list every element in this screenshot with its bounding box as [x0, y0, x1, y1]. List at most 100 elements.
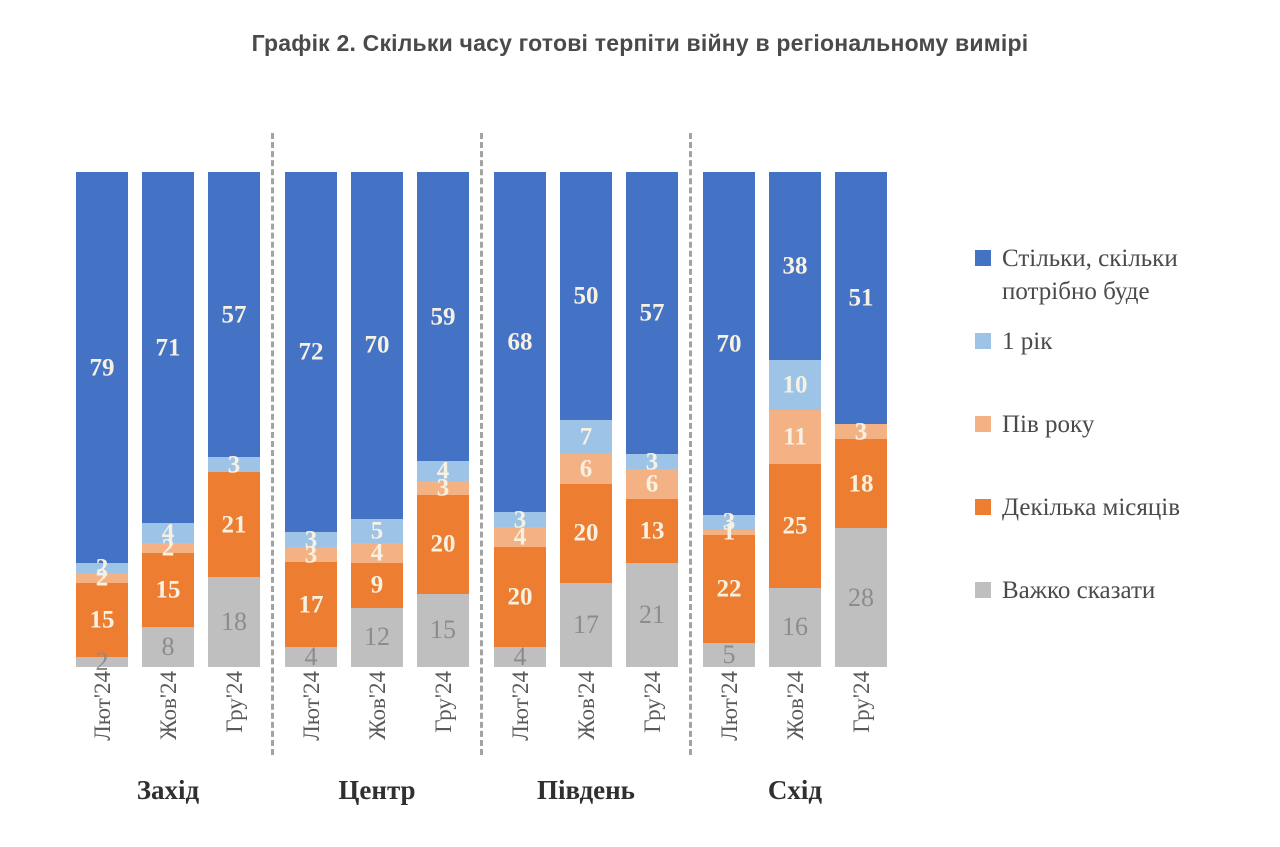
segment-value-label: 7 [579, 423, 593, 451]
bar-segment-one_year: 3 [208, 452, 260, 477]
group-separator-dashed-line [678, 133, 703, 755]
ticks-row: Лют'24 Жов'24 Гру'24 [76, 671, 260, 767]
stacked-bar-Південь-Жов'24: 17 20 6 7 50 [560, 172, 612, 667]
bars-row: 4 17 3 3 72 12 9 4 5 70 15 20 3 4 59 [285, 172, 469, 671]
bar-segment-one_year: 3 [703, 510, 755, 535]
group-separator-dashed-line [260, 133, 285, 755]
legend-item-half_year: Пів року [975, 409, 1235, 492]
x-tick-Гру'24: Гру'24 [626, 671, 678, 767]
bar-group-Південь: 4 20 4 3 68 17 20 6 7 50 21 13 6 3 57 Лют'24 Жов'24 Гру'2… [494, 172, 678, 806]
segment-value-label: 4 [370, 539, 384, 567]
stacked-bar-Захід-Гру'24: 18 21 3 57 [208, 172, 260, 667]
x-tick-label: Жов'24 [782, 671, 808, 740]
stacked-bar-Схід-Лют'24: 5 22 1 3 70 [703, 172, 755, 667]
segment-value-label: 57 [221, 301, 247, 328]
bar-segment-half_year: 3 [285, 542, 337, 567]
segment-value-label: 51 [848, 284, 874, 312]
bar-segment-half_year: 4 [494, 525, 546, 550]
segment-value-label: 6 [645, 470, 659, 498]
x-tick-Гру'24: Гру'24 [208, 671, 260, 767]
segment-value-label: 20 [573, 519, 599, 547]
segment-value-label: 21 [639, 600, 665, 630]
segment-value-label: 4 [161, 519, 175, 547]
group-label-Схід: Схід [767, 775, 823, 805]
segment-value-label: 20 [507, 583, 533, 611]
x-tick-Лют'24: Лют'24 [494, 671, 546, 767]
stacked-bar-Схід-Гру'24: 28 18 3 51 [835, 172, 887, 667]
legend-item-one_year: 1 рік [975, 326, 1235, 409]
x-tick-label: Лют'24 [507, 671, 533, 741]
bar-segment-several_months: 21 [208, 472, 260, 577]
segment-value-label: 17 [298, 591, 324, 618]
x-tick-label: Жов'24 [573, 671, 599, 740]
segment-value-label: 13 [639, 517, 665, 545]
bar-segment-hard_to_say: 18 [208, 577, 260, 667]
x-tick-label: Гру'24 [639, 671, 665, 733]
stacked-bar-Центр-Жов'24: 12 9 4 5 70 [351, 172, 403, 667]
bar-segment-half_year: 1 [703, 520, 755, 545]
legend-item-as_long_as_needed: Стільки, скільки потрібно буде [975, 243, 1235, 326]
segment-value-label: 4 [304, 642, 318, 671]
dashed-line [689, 133, 692, 755]
x-tick-Лют'24: Лют'24 [76, 671, 128, 767]
bar-segment-several_months: 15 [76, 582, 128, 658]
bar-segment-as_long_as_needed: 57 [626, 172, 678, 455]
x-tick-Жов'24: Жов'24 [560, 671, 612, 767]
legend-swatch-as_long_as_needed [975, 250, 991, 266]
segment-value-label: 70 [716, 330, 742, 358]
legend-swatch-one_year [975, 333, 991, 349]
bar-segment-as_long_as_needed: 38 [769, 172, 821, 361]
stacked-bar-Південь-Гру'24: 21 13 6 3 57 [626, 172, 678, 667]
x-tick-label: Лют'24 [298, 671, 324, 741]
segment-value-label: 50 [573, 282, 599, 310]
bars-row: 4 20 4 3 68 17 20 6 7 50 21 13 6 3 57 [494, 172, 678, 670]
bar-segment-several_months: 9 [351, 563, 403, 608]
bar-segment-several_months: 20 [417, 495, 469, 594]
bar-segment-half_year: 6 [560, 454, 612, 484]
segment-value-label: 8 [161, 632, 175, 662]
stacked-bar-Захід-Жов'24: 8 15 2 4 71 [142, 172, 194, 667]
bar-segment-as_long_as_needed: 79 [76, 172, 128, 564]
legend-label-hard_to_say: Важко сказати [1002, 577, 1156, 604]
x-tick-label: Гру'24 [848, 671, 874, 733]
x-tick-Жов'24: Жов'24 [769, 671, 821, 767]
x-tick-Гру'24: Гру'24 [835, 671, 887, 767]
x-tick-label: Жов'24 [155, 671, 181, 740]
group-label-Захід: Захід [136, 775, 200, 805]
bar-segment-hard_to_say: 12 [351, 607, 403, 667]
bar-segment-several_months: 20 [560, 483, 612, 583]
x-tick-label: Лют'24 [716, 671, 742, 741]
dashed-line [480, 133, 483, 755]
plot-area: 2 15 2 2 79 8 15 2 4 71 18 21 3 57 Лют'24 Жов'24 Гру'24 З… [76, 133, 887, 806]
legend-label-one_year: 1 рік [1002, 328, 1053, 355]
segment-value-label: 18 [848, 470, 874, 498]
bar-segment-one_year: 3 [626, 449, 678, 474]
group-label-Центр: Центр [338, 775, 416, 805]
legend-item-several_months: Декілька місяців [975, 492, 1235, 575]
bars-row: 2 15 2 2 79 8 15 2 4 71 18 21 3 57 [76, 172, 260, 675]
bar-segment-half_year: 11 [769, 409, 821, 465]
stacked-bar-Південь-Лют'24: 4 20 4 3 68 [494, 172, 546, 670]
segment-value-label: 16 [782, 612, 808, 642]
segment-value-label: 15 [89, 606, 115, 634]
segment-value-label: 71 [155, 334, 181, 362]
legend-swatch-several_months [975, 499, 991, 515]
bar-segment-hard_to_say: 15 [417, 593, 469, 667]
bar-group-Центр: 4 17 3 3 72 12 9 4 5 70 15 20 3 4 59 Лют'24 Жов'24 Гру'24… [285, 172, 469, 806]
bar-segment-one_year: 7 [560, 419, 612, 455]
bar-segment-as_long_as_needed: 72 [285, 172, 337, 532]
x-tick-Лют'24: Лют'24 [285, 671, 337, 767]
bar-segment-half_year: 2 [76, 565, 128, 590]
segment-value-label: 9 [370, 571, 384, 599]
segment-value-label: 70 [364, 331, 390, 359]
bar-segment-hard_to_say: 21 [626, 563, 678, 667]
legend-swatch-half_year [975, 416, 991, 432]
legend-item-hard_to_say: Важко сказати [975, 575, 1235, 658]
group-separator-dashed-line [469, 133, 494, 755]
segment-value-label: 18 [221, 607, 247, 636]
segment-value-label: 15 [155, 576, 181, 604]
chart-title: Графік 2. Скільки часу готові терпіти ві… [251, 30, 1029, 56]
segment-value-label: 10 [782, 371, 808, 399]
x-tick-label: Гру'24 [221, 671, 247, 733]
